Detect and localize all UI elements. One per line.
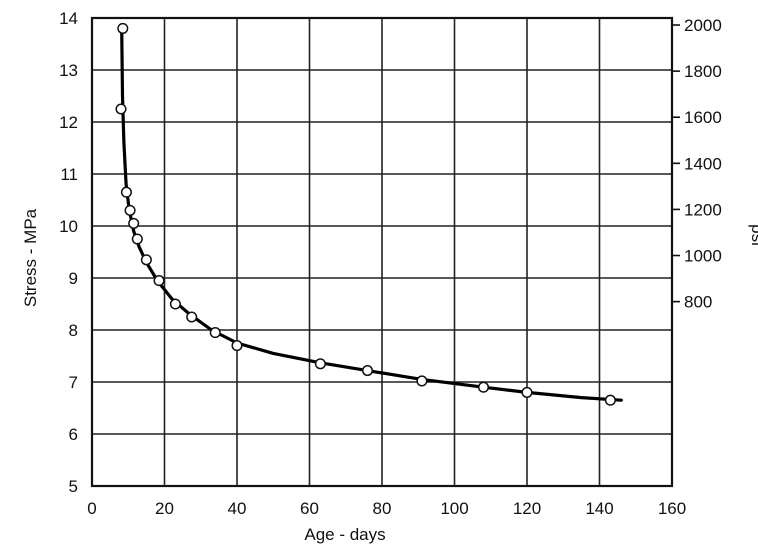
- data-point: [361, 365, 374, 377]
- y-axis-ticks: 5 6 7 8 9 10 11 12 13 14: [59, 9, 78, 496]
- x-tick-label: 40: [228, 499, 247, 518]
- data-point: [117, 22, 129, 34]
- y2-axis-ticks: 800 1000 1200 1400 1600 1800 2000: [672, 16, 722, 312]
- y-tick-label: 12: [59, 113, 78, 132]
- fit-curve-layer: [120, 26, 623, 402]
- y-tick-label: 11: [60, 165, 78, 184]
- data-point: [120, 186, 132, 198]
- y-tick-label: 9: [69, 269, 78, 288]
- y-axis-title: Stress - MPa: [21, 208, 40, 307]
- data-point: [140, 254, 152, 266]
- data-point: [314, 358, 326, 370]
- x-tick-label: 140: [585, 499, 613, 518]
- data-point: [169, 298, 181, 310]
- data-point: [128, 217, 140, 229]
- data-point: [115, 103, 127, 115]
- y2-tick-label: 2000: [684, 16, 722, 35]
- y-tick-label: 5: [69, 477, 78, 496]
- y-tick-label: 14: [59, 9, 78, 28]
- data-point: [521, 386, 533, 398]
- data-point: [209, 327, 221, 339]
- data-point: [416, 375, 428, 387]
- data-point: [186, 311, 198, 323]
- data-point: [131, 233, 143, 245]
- y2-tick-label: 1600: [684, 108, 722, 127]
- data-point: [231, 340, 243, 352]
- x-tick-label: 80: [373, 499, 392, 518]
- y-tick-label: 7: [69, 373, 78, 392]
- x-axis-ticks: 0 20 40 60 80 100 120 140 160: [87, 499, 686, 518]
- y-tick-label: 10: [59, 217, 78, 236]
- plot-frame: [90, 16, 674, 488]
- x-tick-label: 60: [300, 499, 319, 518]
- y-tick-label: 6: [69, 425, 78, 444]
- x-tick-label: 120: [513, 499, 541, 518]
- fit-curve: [120, 26, 623, 402]
- y2-tick-label: 800: [684, 293, 712, 312]
- y2-axis-title: psi: [748, 224, 758, 246]
- y2-tick-label: 1000: [684, 247, 722, 266]
- data-point: [124, 204, 136, 216]
- x-tick-label: 160: [658, 499, 686, 518]
- y2-tick-label: 1400: [684, 154, 722, 173]
- y-tick-label: 8: [69, 321, 78, 340]
- x-tick-label: 20: [155, 499, 174, 518]
- y-tick-label: 13: [59, 61, 78, 80]
- data-point: [477, 381, 490, 393]
- y2-tick-label: 1800: [684, 62, 722, 81]
- x-tick-label: 100: [440, 499, 468, 518]
- x-axis-title: Age - days: [304, 525, 385, 544]
- data-point: [604, 394, 616, 406]
- data-points-layer: [115, 22, 616, 406]
- y2-tick-label: 1200: [684, 200, 722, 219]
- data-point: [153, 275, 165, 287]
- x-tick-label: 0: [87, 499, 96, 518]
- grid: [90, 16, 674, 488]
